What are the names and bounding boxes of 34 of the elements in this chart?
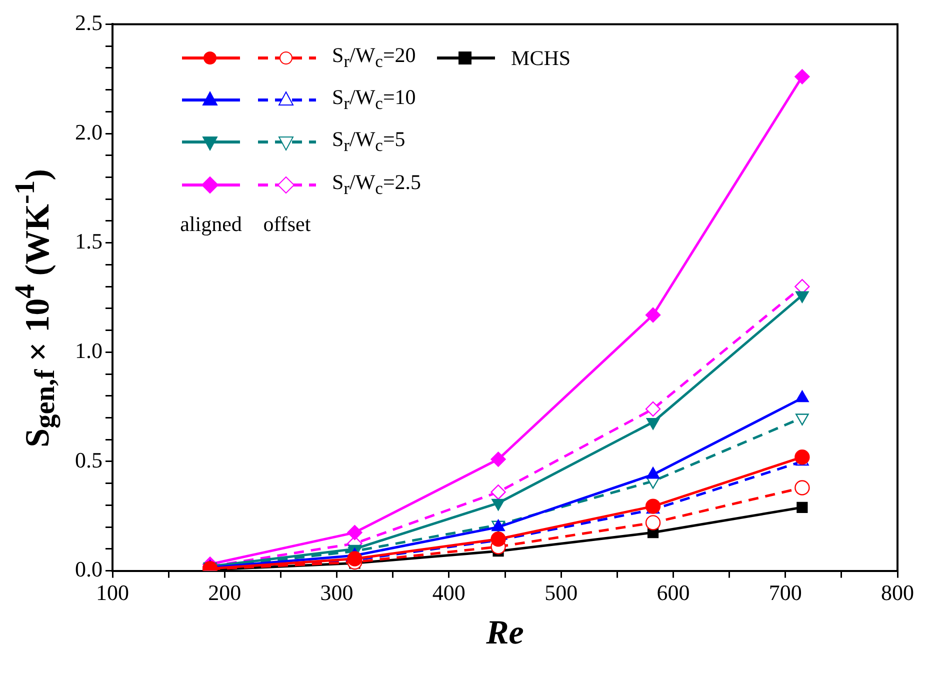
point xyxy=(794,480,810,496)
legend-label: MCHS xyxy=(511,46,571,70)
x-tick-label: 100 xyxy=(96,580,129,605)
y-tick-label: 1.0 xyxy=(75,338,102,363)
y-tick-label: 2.5 xyxy=(75,10,102,35)
legend-label: S$_{r}$/W$_{c}$=10 xyxy=(332,85,417,114)
x-tick-label: 400 xyxy=(432,580,466,605)
point xyxy=(645,515,661,530)
x-tick-label: 600 xyxy=(656,580,690,605)
annotation: aligned xyxy=(180,212,242,236)
point xyxy=(796,502,808,513)
x-tick-label: 200 xyxy=(208,580,242,605)
point xyxy=(490,484,506,500)
point xyxy=(794,69,810,84)
point xyxy=(490,531,506,547)
point xyxy=(347,524,362,540)
y-tick-label: 2.0 xyxy=(75,119,102,144)
point xyxy=(347,551,362,566)
y-tick-label: 0.0 xyxy=(75,556,102,582)
x-tick-label: 500 xyxy=(544,580,578,605)
x-tick-label: 700 xyxy=(768,580,802,605)
point xyxy=(645,498,661,514)
point xyxy=(645,401,661,417)
x-axis-title: Re xyxy=(485,614,524,652)
y-tick-label: 1.5 xyxy=(75,228,102,254)
x-tick-label: 800 xyxy=(881,580,914,605)
y-tick-label: 0.5 xyxy=(75,447,102,472)
point xyxy=(490,452,506,467)
point xyxy=(645,307,661,323)
legend-label: S$_{r}$/W$_{c}$=2.5 xyxy=(332,170,422,199)
legend-label: S$_{r}$/W$_{c}$=20 xyxy=(332,43,417,72)
legend-label: S$_{r}$/W$_{c}$=5 xyxy=(332,127,406,157)
annotation: offset xyxy=(262,212,312,236)
x-tick-label: 300 xyxy=(320,580,354,605)
